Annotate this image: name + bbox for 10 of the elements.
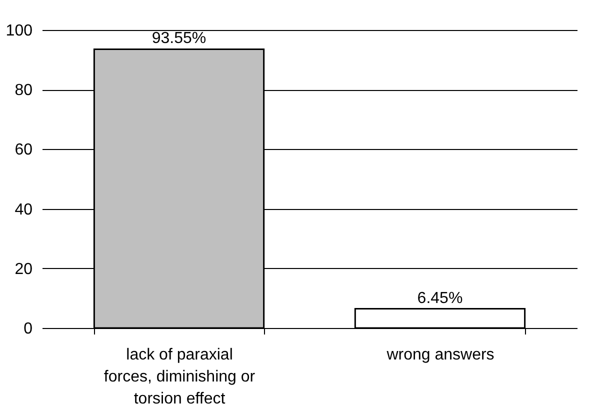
data-label: 6.45%	[417, 290, 463, 307]
y-tick-label: 60	[14, 142, 33, 159]
y-tick-label: 40	[14, 201, 33, 218]
y-tick-label: 0	[24, 320, 33, 338]
y-tick-label: 80	[14, 82, 33, 100]
x-tick-label: lack of paraxial forces, diminishing or torsion effect	[104, 346, 256, 408]
y-tick-label: 100	[6, 22, 33, 40]
y-tick-label: 20	[14, 260, 33, 278]
x-tick-label: wrong answers	[386, 346, 494, 364]
data-label: 93.55%	[152, 30, 206, 48]
